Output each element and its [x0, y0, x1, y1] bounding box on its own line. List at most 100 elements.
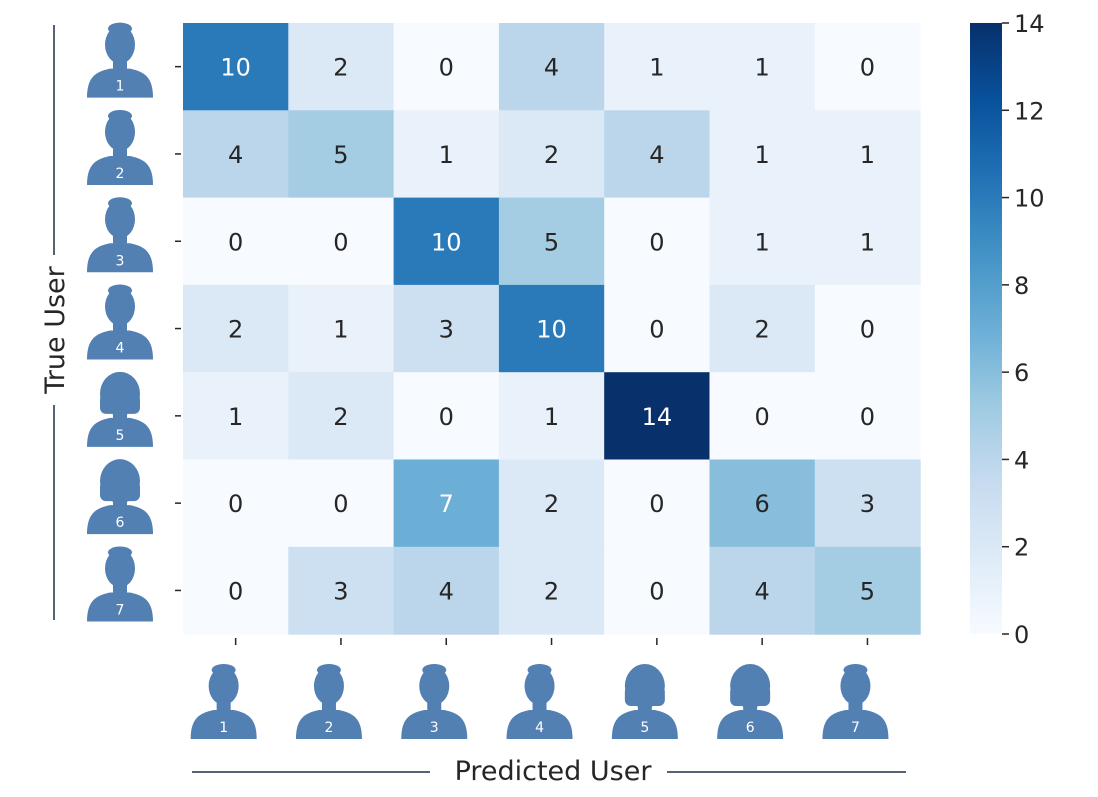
- cell-value-label: 1: [755, 141, 770, 169]
- cell-value-label: 14: [642, 403, 673, 431]
- heatmap-cell: [709, 110, 816, 199]
- heatmap-cell: [288, 372, 395, 461]
- cell-value-label: 7: [439, 490, 454, 518]
- heatmap-cell: [183, 110, 289, 199]
- colorbar-tick-label: 0: [1014, 621, 1029, 649]
- cell-value-label: 1: [860, 141, 875, 169]
- cell-value-label: 1: [439, 141, 454, 169]
- heatmap-cell: [604, 546, 711, 635]
- cell-value-label: 1: [649, 54, 664, 82]
- cell-value-label: 0: [860, 54, 875, 82]
- heatmap-cell: [814, 546, 921, 635]
- heatmap-cell: [709, 372, 816, 461]
- cell-value-label: 0: [333, 228, 348, 256]
- heatmap-cell: [393, 110, 500, 199]
- user-female-icon: 5: [87, 371, 153, 447]
- colorbar: [970, 23, 1002, 634]
- avatar-number-label: 4: [535, 720, 544, 736]
- cell-value-label: 3: [333, 577, 348, 605]
- avatar-number-label: 2: [116, 166, 125, 182]
- user-male-icon: 2: [295, 664, 362, 739]
- heatmap-cell: [183, 372, 289, 461]
- heatmap-cell: [393, 197, 500, 286]
- avatar-number-label: 7: [116, 602, 125, 618]
- heatmap-cell: [288, 23, 395, 111]
- cell-value-label: 0: [755, 403, 770, 431]
- cell-value-label: 4: [228, 141, 243, 169]
- cell-value-label: 5: [544, 228, 559, 256]
- cell-value-label: 2: [333, 403, 348, 431]
- cell-value-label: 2: [755, 316, 770, 344]
- cell-value-label: 0: [860, 403, 875, 431]
- heatmap-cell: [393, 372, 500, 461]
- avatar-number-label: 5: [116, 428, 125, 444]
- heatmap-cell: [709, 23, 816, 111]
- heatmap-cell: [604, 284, 711, 373]
- heatmap-cell: [814, 110, 921, 199]
- heatmap-cell: [288, 110, 395, 199]
- cell-value-label: 0: [228, 228, 243, 256]
- heatmap-cell: [183, 284, 289, 373]
- user-male-icon: 2: [87, 109, 153, 185]
- cell-value-label: 1: [755, 54, 770, 82]
- heatmap-cell: [604, 197, 711, 286]
- heatmap-cell: [814, 372, 921, 461]
- cell-value-label: 4: [649, 141, 664, 169]
- heatmap-cell: [498, 197, 605, 286]
- cell-value-label: 2: [333, 54, 348, 82]
- colorbar-tick-label: 6: [1014, 359, 1029, 387]
- heatmap-cell: [814, 459, 921, 548]
- cell-value-label: 2: [544, 141, 559, 169]
- avatar-number-label: 3: [116, 253, 125, 269]
- avatar-number-label: 5: [640, 720, 649, 736]
- cell-value-label: 5: [860, 577, 875, 605]
- cell-value-label: 0: [649, 228, 664, 256]
- heatmap-cell: [393, 459, 500, 548]
- cell-value-label: 1: [228, 403, 243, 431]
- cell-value-label: 0: [333, 490, 348, 518]
- heatmap-cell: [709, 546, 816, 635]
- cell-value-label: 3: [860, 490, 875, 518]
- avatar-number-label: 6: [116, 515, 125, 531]
- cell-value-label: 10: [431, 228, 462, 256]
- cell-value-label: 0: [439, 403, 454, 431]
- heatmap-cell: [709, 284, 816, 373]
- cell-value-label: 0: [228, 577, 243, 605]
- heatmap-cell: [498, 23, 605, 111]
- avatar-number-label: 3: [430, 720, 439, 736]
- heatmap-cell: [288, 284, 395, 373]
- cell-value-label: 4: [439, 577, 454, 605]
- heatmap-cell: [709, 459, 816, 548]
- cell-value-label: 4: [755, 577, 770, 605]
- avatar-number-label: 1: [219, 720, 228, 736]
- heatmap-cell: [183, 197, 289, 286]
- heatmap-cell: [288, 459, 395, 548]
- cell-value-label: 10: [536, 316, 567, 344]
- colorbar-tick-label: 12: [1014, 97, 1045, 125]
- avatar-number-label: 1: [116, 79, 125, 95]
- colorbar-tick-label: 10: [1014, 185, 1045, 213]
- user-male-icon: 7: [822, 664, 889, 739]
- heatmap-cell: [814, 197, 921, 286]
- user-female-icon: 6: [717, 664, 784, 739]
- heatmap-cell: [814, 23, 921, 111]
- cell-value-label: 5: [333, 141, 348, 169]
- cell-value-label: 2: [544, 490, 559, 518]
- heatmap-cell: [183, 23, 289, 111]
- heatmap-cell: [288, 197, 395, 286]
- heatmap-cell: [604, 459, 711, 548]
- user-male-icon: 4: [87, 284, 153, 360]
- user-male-icon: 4: [506, 664, 573, 739]
- colorbar-tick-label: 4: [1014, 446, 1029, 474]
- heatmap-cell: [814, 284, 921, 373]
- heatmap-cell: [498, 110, 605, 199]
- cell-value-label: 0: [649, 577, 664, 605]
- user-male-icon: 3: [401, 664, 468, 739]
- cell-value-label: 1: [755, 228, 770, 256]
- colorbar-tick-label: 8: [1014, 272, 1029, 300]
- user-male-icon: 1: [87, 22, 153, 98]
- heatmap-cell: [498, 372, 605, 461]
- colorbar-tick-label: 14: [1014, 10, 1045, 38]
- heatmap-cell: [709, 197, 816, 286]
